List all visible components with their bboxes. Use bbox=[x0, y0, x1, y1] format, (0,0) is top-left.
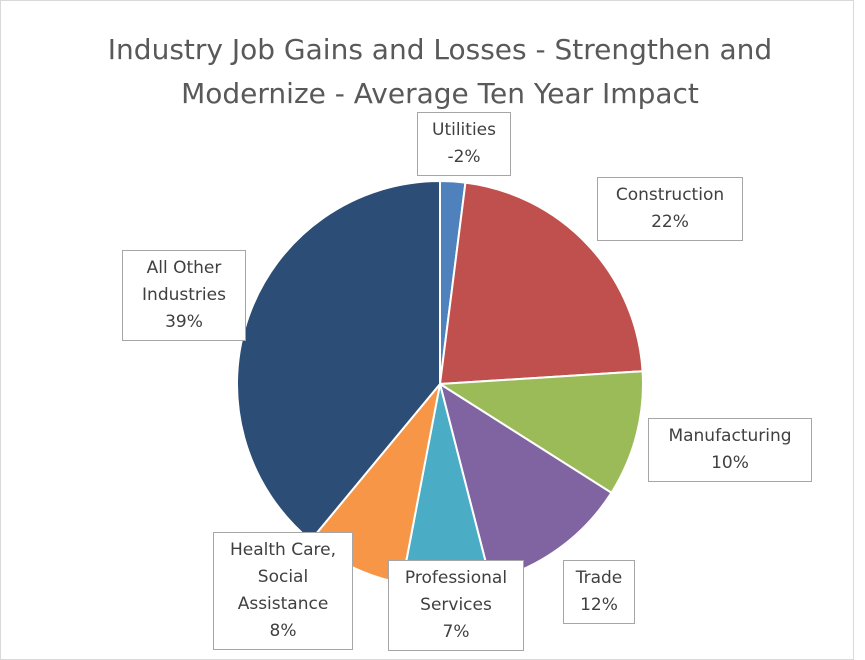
value-label: 10% bbox=[711, 453, 749, 473]
data-label: All Other Industries 39% bbox=[122, 250, 246, 341]
category-label: Professional Services bbox=[404, 568, 508, 615]
data-label: Trade 12% bbox=[563, 560, 635, 624]
category-label: Health Care, Social Assistance bbox=[230, 540, 336, 614]
value-label: 39% bbox=[165, 312, 203, 332]
value-label: 8% bbox=[269, 621, 297, 641]
data-label: Utilities -2% bbox=[417, 112, 511, 176]
category-label: Utilities bbox=[432, 120, 496, 140]
pie-slice bbox=[436, 370, 644, 495]
value-label: 7% bbox=[442, 622, 470, 642]
category-label: Trade bbox=[575, 568, 623, 588]
data-label: Construction 22% bbox=[597, 177, 743, 241]
value-label: 12% bbox=[580, 595, 618, 615]
category-label: Manufacturing bbox=[668, 426, 792, 446]
category-label: All Other Industries bbox=[142, 258, 226, 305]
value-label: 22% bbox=[651, 212, 689, 232]
value-label: -2% bbox=[447, 147, 481, 167]
pie-slice bbox=[438, 181, 644, 386]
data-label: Professional Services 7% bbox=[388, 560, 524, 651]
data-label: Manufacturing 10% bbox=[648, 418, 812, 482]
chart-title: Industry Job Gains and Losses - Strength… bbox=[107, 33, 773, 110]
data-label: Health Care, Social Assistance 8% bbox=[213, 532, 353, 650]
category-label: Construction bbox=[615, 185, 725, 205]
pie-slice bbox=[236, 179, 441, 542]
